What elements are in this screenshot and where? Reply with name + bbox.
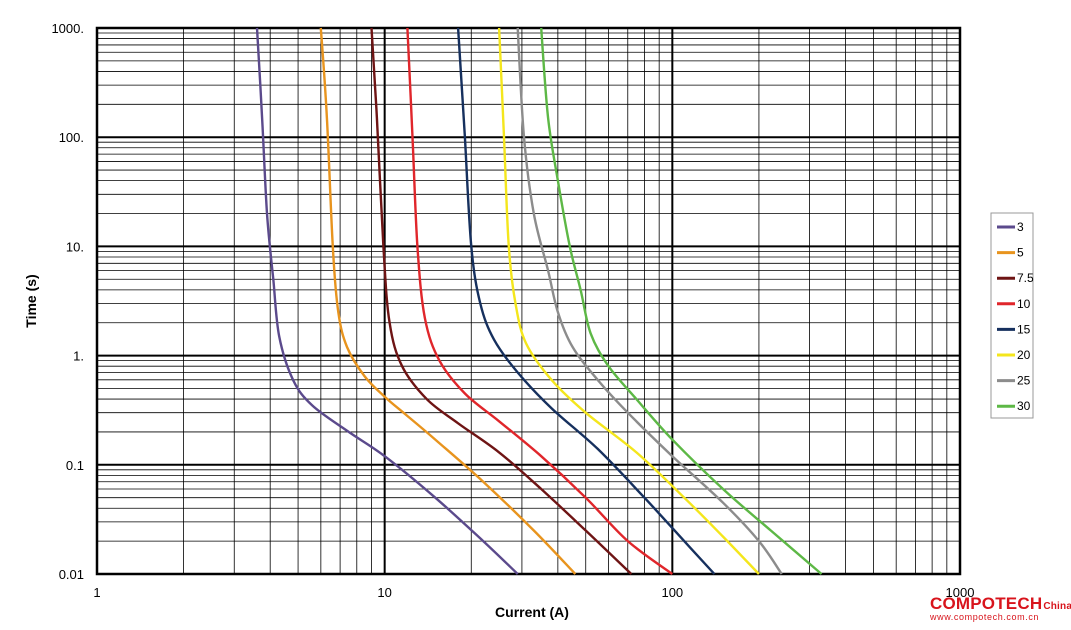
y-tick-label: 10. bbox=[66, 239, 84, 254]
plot-area-border bbox=[95, 26, 962, 576]
watermark-brand: COMPOTECHChina bbox=[930, 594, 1071, 614]
y-tick-label: 1. bbox=[73, 349, 84, 364]
major-gridlines bbox=[96, 27, 961, 575]
series-line-15 bbox=[456, 27, 716, 575]
y-tick-label: 0.1 bbox=[66, 458, 84, 473]
y-tick-label: 0.01 bbox=[59, 567, 84, 582]
y-axis-title: Time (s) bbox=[23, 274, 39, 327]
series-line-25 bbox=[516, 27, 783, 575]
legend: 3 5 7.5 10 15 20 25 30 bbox=[990, 212, 1034, 419]
legend-label: 5 bbox=[1017, 246, 1024, 260]
x-axis-tick-labels: 1 10 100 1000 bbox=[93, 585, 974, 600]
x-tick-label: 1 bbox=[93, 585, 100, 600]
x-tick-label: 1000 bbox=[946, 585, 975, 600]
series-line-30 bbox=[540, 27, 823, 575]
series-line-7-5 bbox=[370, 27, 633, 575]
watermark-brand-suffix: China bbox=[1043, 601, 1071, 612]
legend-label: 3 bbox=[1017, 220, 1024, 234]
legend-label: 25 bbox=[1017, 374, 1031, 388]
minor-gridlines bbox=[97, 28, 960, 574]
series-line-3 bbox=[255, 27, 519, 575]
watermark-url: www.compotech.com.cn bbox=[930, 612, 1040, 622]
series-lines bbox=[255, 27, 823, 575]
legend-label: 7.5 bbox=[1017, 271, 1034, 285]
legend-box bbox=[990, 212, 1034, 419]
legend-label: 10 bbox=[1017, 297, 1031, 311]
series-line-5 bbox=[319, 27, 577, 575]
legend-label: 30 bbox=[1017, 399, 1031, 413]
y-tick-label: 100. bbox=[59, 130, 84, 145]
compotech-watermark: COMPOTECHChina www.compotech.com.cn bbox=[930, 594, 1071, 622]
x-axis-title: Current (A) bbox=[495, 604, 569, 620]
y-tick-label: 1000. bbox=[51, 21, 84, 36]
y-axis-tick-labels: 0.01 0.1 1. 10. 100. 1000. bbox=[51, 21, 84, 582]
series-line-20 bbox=[497, 27, 760, 575]
x-tick-label: 100 bbox=[661, 585, 683, 600]
legend-label: 15 bbox=[1017, 322, 1031, 336]
series-line-10 bbox=[406, 27, 674, 575]
watermark-brand-name: COMPOTECH bbox=[930, 594, 1043, 613]
legend-label: 20 bbox=[1017, 348, 1031, 362]
x-tick-label: 10 bbox=[377, 585, 391, 600]
